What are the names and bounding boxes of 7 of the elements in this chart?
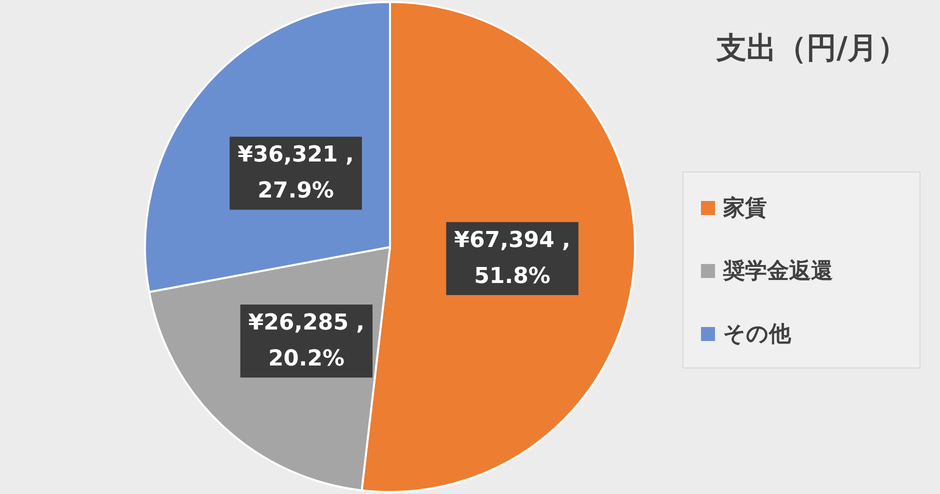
- data-label: ¥36,321 , 27.9%: [238, 142, 354, 204]
- legend-label: 奨学金返還: [722, 259, 833, 284]
- data-label: ¥67,394 , 51.8%: [454, 228, 570, 290]
- text: 支出（円/月）: [716, 31, 908, 66]
- legend-label: 家賃: [722, 195, 767, 221]
- legend-label: その他: [723, 322, 792, 347]
- data-label: ¥26,285 , 20.2%: [248, 310, 365, 372]
